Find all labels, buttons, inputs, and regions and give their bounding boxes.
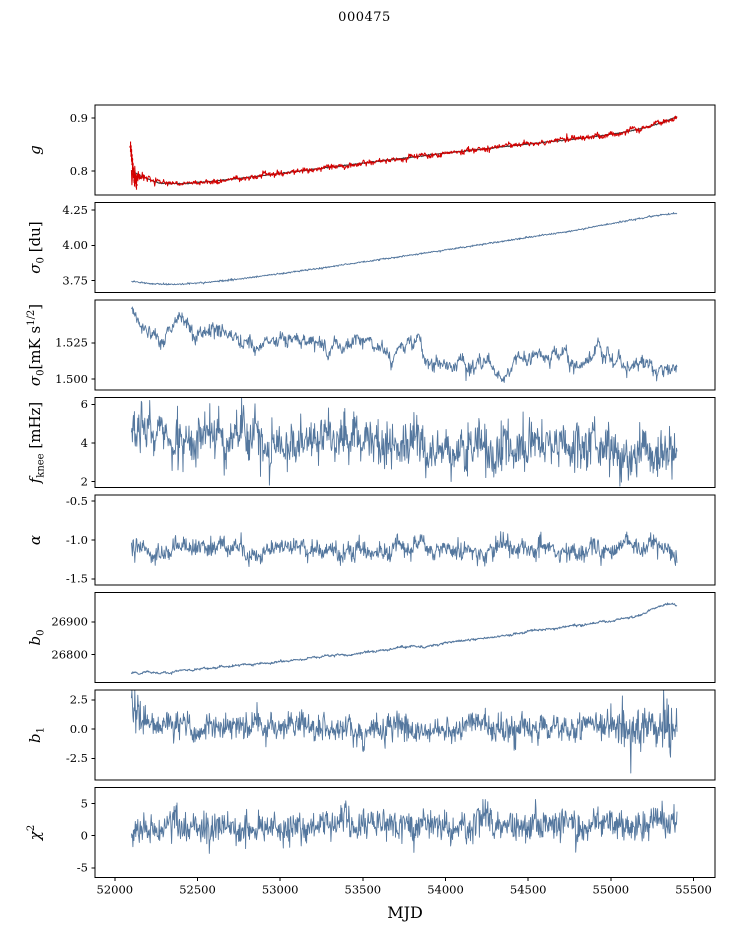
gain-data-line (130, 115, 678, 187)
y-tick-label: -0.5 (66, 494, 88, 508)
y-tick-label: 4.25 (62, 203, 88, 217)
y-label-part: [mK s (26, 326, 44, 370)
panel-b0: 26800 26900 b0 (26, 592, 716, 683)
y-label-part: χ (26, 830, 44, 841)
y-label-part: α (26, 535, 44, 545)
y-tick-label: 4 (81, 436, 88, 450)
y-ticks: 2 4 6 (81, 397, 95, 488)
y-tick-label: -5 (77, 861, 88, 875)
panel-frame (94, 299, 716, 391)
y-label-part: 0 (36, 630, 47, 636)
errorbar-point (135, 183, 138, 187)
chi2-line (130, 799, 678, 854)
y-axis-label-alpha: α (26, 535, 44, 545)
panel-sigma0-du: 3.75 4.00 4.25 σ0 [du] (26, 202, 716, 293)
y-label-part: 0 (36, 370, 47, 376)
panel-fknee: 2 4 6 fknee [mHz] (26, 397, 716, 488)
y-label-part: σ (26, 375, 44, 386)
y-label-part: knee (36, 453, 47, 477)
panel-g: 0.8 0.9 g (26, 104, 716, 196)
x-tick-label: 52000 (97, 883, 134, 897)
x-tick-label: 53000 (262, 883, 299, 897)
y-tick-label: 0.0 (70, 722, 88, 736)
y-axis-label-g: g (26, 145, 44, 155)
y-tick-label: -2.5 (66, 751, 88, 765)
panel-frame (94, 592, 716, 683)
y-label-part: 1/2 (26, 310, 37, 326)
panel-frame (94, 787, 716, 878)
panel-frame (94, 494, 716, 586)
x-tick-label: 54000 (427, 883, 464, 897)
x-tick-label: 55500 (675, 883, 712, 897)
y-label-part: σ (26, 263, 44, 274)
y-tick-label: 5 (81, 796, 88, 810)
y-tick-label: 26900 (51, 615, 88, 629)
panel-b1: -2.5 0.0 2.5 b1 (26, 689, 716, 781)
y-tick-label: 2 (81, 474, 88, 488)
y-axis-label-sigma0-du: σ0 [du] (26, 221, 47, 273)
x-tick-label: 52500 (179, 883, 216, 897)
sigma0-du-line (131, 212, 678, 286)
y-ticks: 3.75 4.00 4.25 (62, 203, 95, 287)
y-axis-label-b1: b1 (26, 727, 47, 743)
x-tick-label: 54500 (510, 883, 547, 897)
y-axis-label-b0: b0 (26, 630, 47, 646)
y-axis-label-chi2: χ2 (26, 825, 44, 841)
y-tick-label: 6 (81, 397, 88, 411)
y-label-part: b (26, 636, 44, 646)
y-tick-label: 1.525 (55, 336, 88, 350)
x-tick-label: 53500 (345, 883, 382, 897)
y-label-part: g (26, 145, 44, 155)
panel-alpha: -1.5 -1.0 -0.5 α (26, 494, 716, 586)
y-tick-label: 26800 (51, 647, 88, 661)
x-ticks: 52000 52500 53000 53500 54000 54500 55000 55500 (97, 877, 712, 897)
y-ticks: -2.5 0.0 2.5 (66, 693, 95, 765)
sigma0-mks-line (131, 306, 678, 383)
y-label-part: 0 (36, 257, 47, 263)
panel-frame (94, 202, 716, 293)
x-tick-label: 55000 (593, 883, 630, 897)
y-tick-label: -1.0 (66, 533, 88, 547)
b1-line (130, 690, 678, 774)
panel-sigma0-mks: 1.500 1.525 σ0[mK s1/2] (26, 299, 716, 391)
panel-frame (94, 397, 716, 488)
panel-frame (94, 104, 716, 196)
y-ticks: -5 0 5 (77, 796, 95, 875)
gain-model-line (131, 116, 678, 185)
y-label-part: 1 (36, 727, 47, 733)
y-tick-label: 3.75 (62, 273, 88, 287)
y-label-part: [mHz] (26, 402, 44, 454)
y-ticks: -1.5 -1.0 -0.5 (66, 494, 95, 586)
y-ticks: 0.8 0.9 (70, 111, 95, 178)
y-label-part: b (26, 733, 44, 743)
x-axis-label: MJD (387, 903, 423, 922)
y-tick-label: 4.00 (62, 238, 88, 252)
figure-title: 000475 (338, 10, 391, 25)
y-label-part: 2 (26, 825, 37, 831)
y-ticks: 26800 26900 (51, 615, 95, 661)
panel-frame (94, 689, 716, 781)
y-tick-label: 0 (81, 829, 88, 843)
y-label-part: f (26, 475, 44, 484)
y-label-part: [du] (26, 221, 44, 257)
alpha-line (130, 531, 678, 568)
errorbar-group (129, 141, 138, 190)
b0-line (130, 602, 678, 675)
y-label-part: ] (26, 304, 44, 310)
y-tick-label: 0.9 (70, 111, 88, 125)
panel-chi2: -5 0 5 χ2 52000 52500 53000 53500 54000 54500 5500… (26, 787, 716, 897)
y-tick-label: 1.500 (55, 372, 88, 386)
y-tick-label: -1.5 (66, 572, 88, 586)
y-axis-label-sigma0-mks: σ0[mK s1/2] (26, 304, 47, 386)
y-ticks: 1.500 1.525 (55, 336, 95, 386)
y-axis-label-fknee: fknee [mHz] (26, 402, 47, 485)
y-tick-label: 0.8 (70, 164, 88, 178)
fknee-line (130, 397, 678, 487)
y-tick-label: 2.5 (70, 693, 88, 707)
